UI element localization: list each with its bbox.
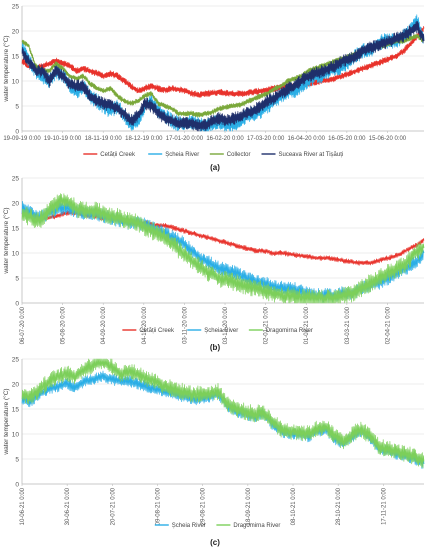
x-tick-label: 09-08-21 0:00 [156,487,162,525]
y-tick-label: 20 [12,382,20,389]
panel-label: (c) [210,538,220,547]
x-tick-label: 17-03-20 0:00 [247,136,285,142]
x-tick-label: 18-12-19 0:00 [125,136,163,142]
x-tick-label: 17-01-20 0:00 [166,136,204,142]
panel-label: (b) [210,343,221,352]
x-tick-label: 17-11-21 0:00 [381,487,387,525]
x-tick-label: 16-04-20 0:00 [288,136,326,142]
y-axis-title: water temperature (°C) [2,35,10,102]
x-tick-label: 15-06-20 0:00 [369,136,407,142]
series-line [21,20,425,132]
y-axis-title: water temperature (°C) [2,388,10,455]
legend-label: Collector [227,152,251,158]
x-tick-label: 03-03-21 0:00 [345,306,351,344]
y-tick-label: 25 [12,4,20,11]
x-tick-label: 02-01-21 0:00 [264,306,270,344]
chart-panel-3: 0 5 10 15 20 25 water temperature (°C) 10-06-21… [2,357,425,547]
y-tick-label: 10 [12,79,20,86]
y-tick-label: 0 [15,482,19,489]
x-tick-label: 02-04-21 0:00 [385,306,391,344]
y-tick-label: 5 [15,457,19,464]
series-line [21,26,425,98]
x-tick-label: 05-08-20 0:00 [61,306,67,344]
series-line [21,358,425,469]
y-axis-title: water temperature (°C) [2,207,10,274]
legend-label: Cetății Creek [139,328,175,334]
panel-label: (a) [210,163,220,172]
x-tick-label: 04-09-20 0:00 [101,306,107,344]
chart-panel-2: 0 5 10 15 20 25 water temperature (°C) 06-07-20… [2,176,425,352]
legend-label: Cetății Creek [100,152,136,158]
legend-label: Dragomirna River [266,328,313,334]
legend-label: Suceava River at Tișăuți [279,152,344,158]
x-tick-label: 10-06-21 0:00 [20,487,26,525]
legend-label: Șcheia River [172,523,206,529]
y-tick-label: 10 [12,251,20,258]
y-tick-label: 15 [12,226,20,233]
y-tick-label: 5 [15,276,19,283]
y-tick-label: 20 [12,201,20,208]
y-tick-label: 20 [12,29,20,36]
y-tick-label: 25 [12,357,20,364]
chart-panel-1: 0 5 10 15 20 25 water temperature (°C) 19-09-19… [2,4,425,172]
x-tick-label: 20-07-21 0:00 [110,487,116,525]
y-tick-label: 0 [15,301,19,308]
y-tick-label: 5 [15,104,19,111]
x-tick-label: 18-11-19 0:00 [85,136,123,142]
y-tick-label: 10 [12,432,20,439]
x-tick-label: 03-12-20 0:00 [223,306,229,344]
x-tick-label: 16-02-20 0:00 [206,136,244,142]
legend-label: Șcheia River [204,328,238,334]
x-tick-label: 01-02-21 0:00 [304,306,310,344]
x-tick-label: 19-09-19 0:00 [3,136,41,142]
x-tick-label: 04-10-20 0:00 [142,306,148,344]
y-tick-label: 25 [12,176,20,183]
x-tick-label: 03-11-20 0:00 [182,306,188,344]
legend-label: Șcheia River [165,152,199,158]
y-tick-label: 15 [12,54,20,61]
legend-label: Dragomirna River [233,523,280,529]
series-line [21,193,425,304]
y-tick-label: 0 [15,129,19,136]
x-tick-label: 30-06-21 0:00 [65,487,71,525]
x-tick-label: 06-07-20 0:00 [20,306,26,344]
x-tick-label: 28-10-21 0:00 [336,487,342,525]
x-tick-label: 19-10-19 0:00 [44,136,82,142]
x-tick-label: 29-08-21 0:00 [201,487,207,525]
y-tick-label: 15 [12,407,20,414]
x-tick-label: 08-10-21 0:00 [291,487,297,525]
x-tick-label: 16-05-20 0:00 [328,136,366,142]
x-tick-label: 18-09-21 0:00 [246,487,252,525]
